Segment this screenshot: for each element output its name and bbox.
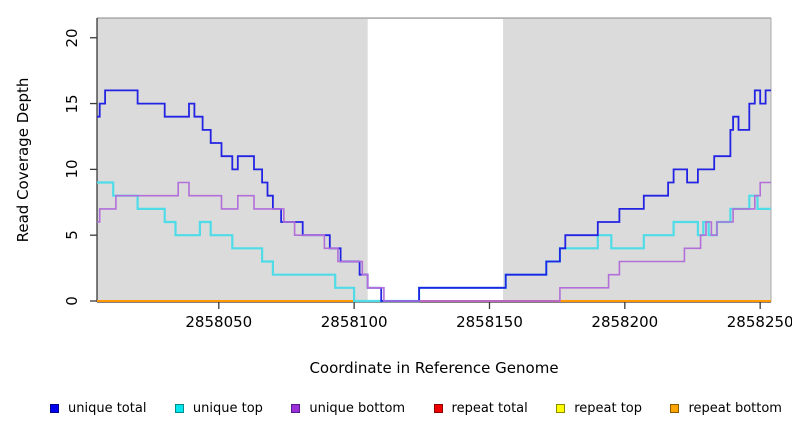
x-tick-label: 2858050 xyxy=(185,313,253,331)
coverage-gap-region xyxy=(367,19,504,302)
legend-item-unique-top: unique top xyxy=(174,400,263,416)
legend-label-unique-bottom: unique bottom xyxy=(309,400,406,416)
legend: unique total unique top unique bottom re… xyxy=(50,398,782,418)
x-tick-label: 2858250 xyxy=(726,313,792,331)
y-tick-label: 10 xyxy=(63,159,81,179)
series-unique-bottom xyxy=(97,181,771,302)
legend-swatch-unique-total xyxy=(50,403,59,413)
legend-swatch-repeat-top xyxy=(556,403,566,413)
x-tick-label: 2858200 xyxy=(591,313,659,331)
y-tick-label: 0 xyxy=(63,296,81,306)
legend-item-unique-total: unique total xyxy=(50,401,146,416)
x-axis-title: Coordinate in Reference Genome xyxy=(309,359,559,377)
legend-swatch-unique-top xyxy=(174,403,184,413)
legend-swatch-repeat-bottom xyxy=(670,403,680,413)
legend-label-repeat-top: repeat top xyxy=(574,400,642,416)
legend-label-unique-total: unique total xyxy=(68,400,147,416)
legend-swatch-repeat-total xyxy=(433,403,443,413)
y-axis-title: Read Coverage Depth xyxy=(14,77,32,243)
legend-item-unique-bottom: unique bottom xyxy=(291,401,405,416)
legend-item-repeat-bottom: repeat bottom xyxy=(670,401,782,416)
legend-swatch-unique-bottom xyxy=(291,403,301,413)
x-tick-label: 2858150 xyxy=(456,313,523,331)
legend-label-repeat-total: repeat total xyxy=(451,400,528,416)
legend-item-repeat-top: repeat top xyxy=(556,401,642,416)
legend-label-repeat-bottom: repeat bottom xyxy=(688,400,782,416)
legend-item-repeat-total: repeat total xyxy=(433,400,528,416)
y-tick-label: 5 xyxy=(63,230,81,240)
legend-label-unique-top: unique top xyxy=(192,400,263,416)
x-tick-label: 2858100 xyxy=(320,313,388,331)
plot-area xyxy=(90,17,772,309)
y-tick-label: 15 xyxy=(63,94,81,114)
y-tick-label: 20 xyxy=(63,28,81,48)
